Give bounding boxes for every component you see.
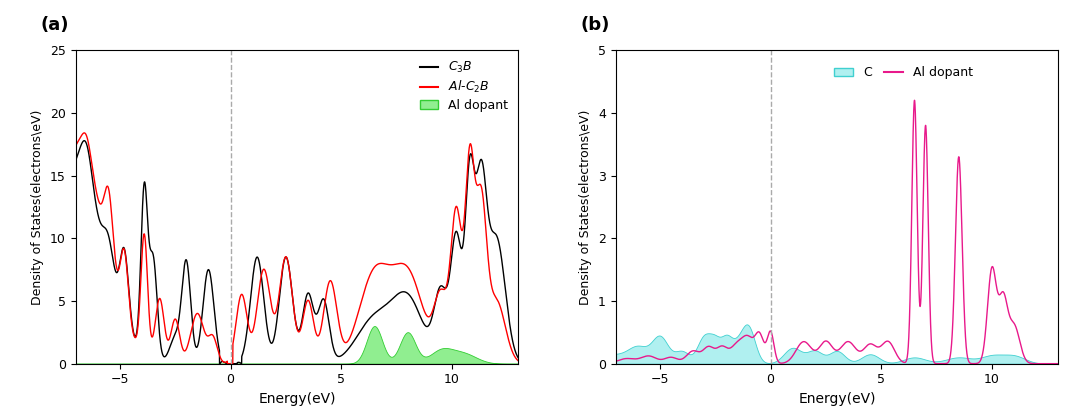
X-axis label: Energy(eV): Energy(eV): [798, 392, 876, 406]
Legend: C, Al dopant: C, Al dopant: [831, 63, 976, 83]
Legend: $C_3B$, $Al$-$C_2B$, Al dopant: $C_3B$, $Al$-$C_2B$, Al dopant: [416, 56, 512, 116]
Text: (a): (a): [40, 16, 69, 35]
Y-axis label: Density of States(electrons\eV): Density of States(electrons\eV): [579, 109, 592, 305]
Text: (b): (b): [580, 16, 609, 35]
Y-axis label: Density of States(electrons\eV): Density of States(electrons\eV): [31, 109, 44, 305]
X-axis label: Energy(eV): Energy(eV): [258, 392, 336, 406]
